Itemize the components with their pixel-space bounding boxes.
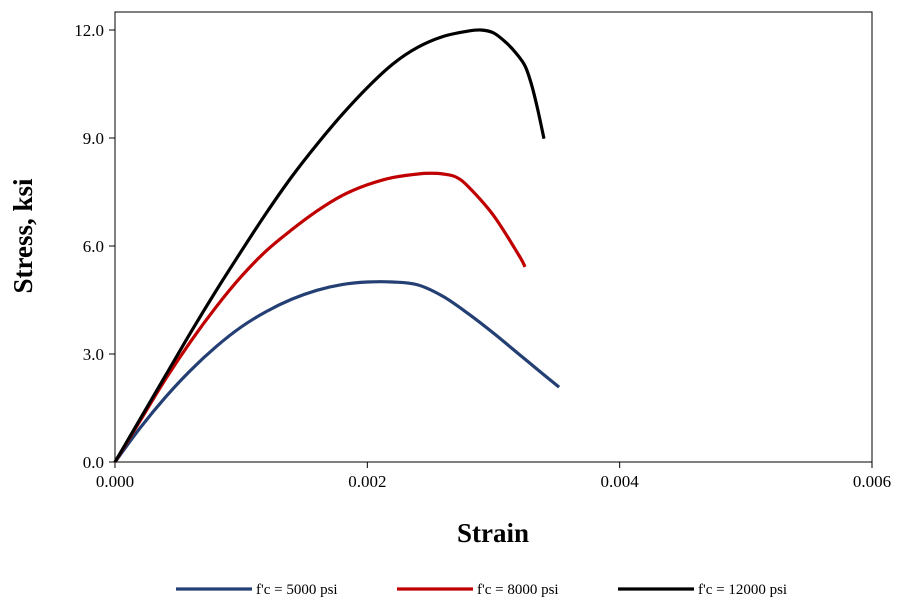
plot-frame-layer xyxy=(114,11,873,463)
series-layer xyxy=(113,28,561,463)
x-tick-label: 0.006 xyxy=(853,472,891,491)
series-line-1 xyxy=(113,280,561,463)
y-tick-label: 0.0 xyxy=(83,453,104,472)
y-axis-title: Stress, ksi xyxy=(8,178,38,294)
y-tick-label: 9.0 xyxy=(83,129,104,148)
legend-label-1: f'c = 5000 psi xyxy=(256,582,338,598)
tick-layer: 0.000 0.002 0.004 0.006 0.0 3.0 6.0 9.0 12.0 xyxy=(74,21,891,491)
x-axis-title: Strain xyxy=(457,518,529,548)
y-tick-label: 3.0 xyxy=(83,345,104,364)
x-tick-label: 0.004 xyxy=(601,472,640,491)
legend: f'c = 5000 psi f'c = 8000 psi f'c = 12000 … xyxy=(176,582,787,598)
x-tick-label: 0.002 xyxy=(348,472,386,491)
series-line-3 xyxy=(113,28,546,463)
legend-label-3: f'c = 12000 psi xyxy=(698,582,787,598)
y-tick-label: 6.0 xyxy=(83,237,104,256)
plot-area-border xyxy=(114,11,873,463)
x-tick-label: 0.000 xyxy=(96,472,134,491)
series-line-2 xyxy=(113,171,527,463)
legend-label-2: f'c = 8000 psi xyxy=(477,582,559,598)
y-tick-label: 12.0 xyxy=(74,21,104,40)
